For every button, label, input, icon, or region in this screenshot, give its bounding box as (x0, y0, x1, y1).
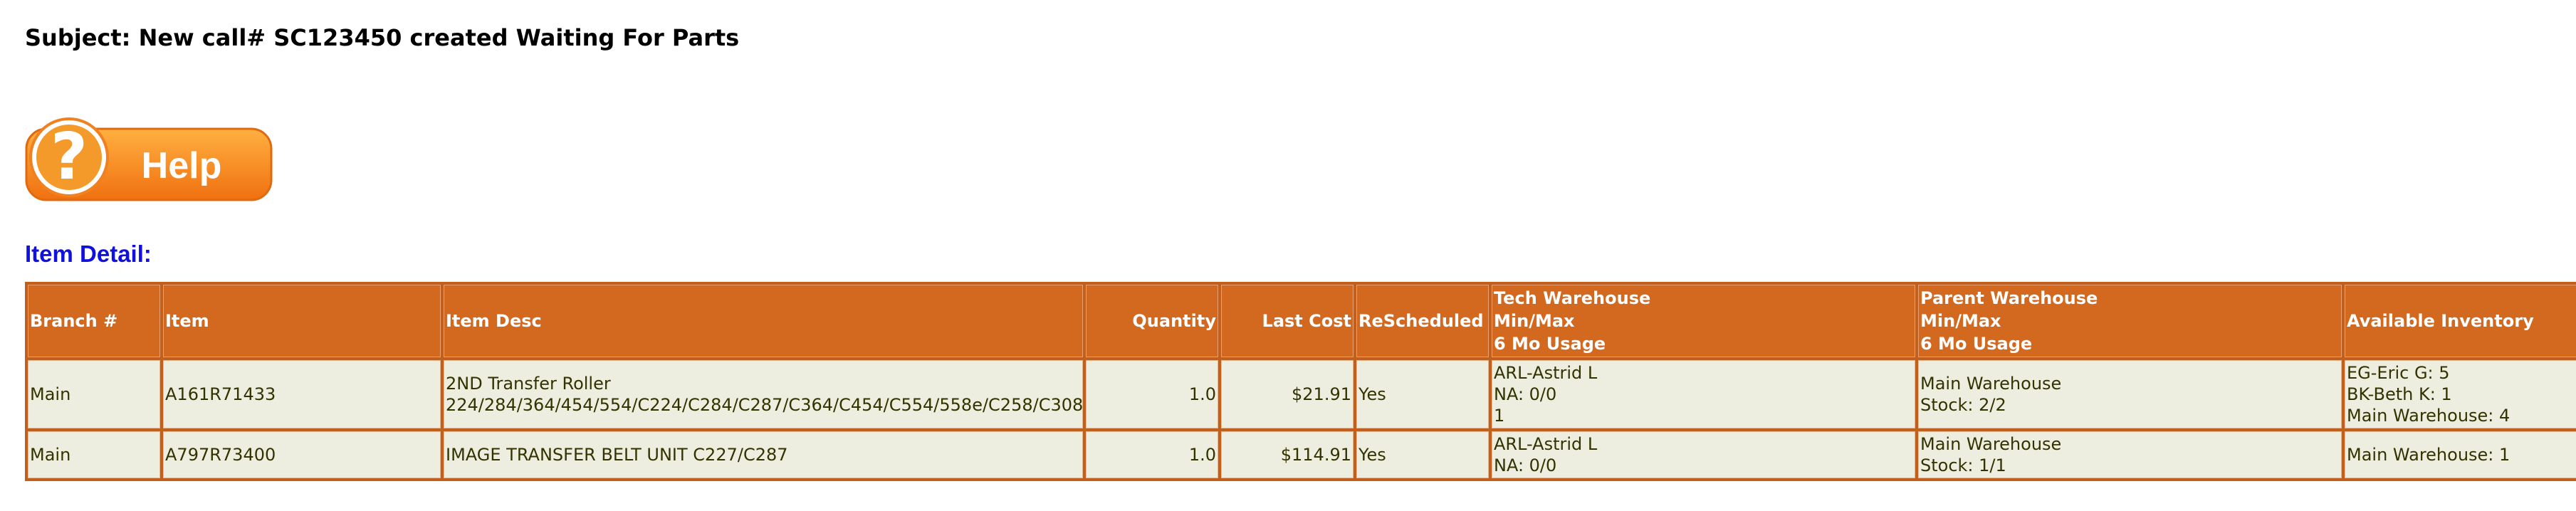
table-cell: Yes (1356, 431, 1489, 478)
cell-line: Stock: 2/2 (1920, 395, 2006, 415)
table-cell: Main (28, 431, 160, 478)
table-cell: A797R73400 (163, 431, 441, 478)
table-cell: ARL-Astrid L NA: 0/0 1 (1492, 360, 1915, 428)
column-header: ReScheduled (1356, 285, 1489, 357)
table-cell: 1.0 (1086, 431, 1218, 478)
cell-line: Main Warehouse (1920, 434, 2062, 454)
cell-line: NA: 0/0 (1494, 455, 1557, 475)
cell-line: Tech Warehouse (1494, 288, 1651, 308)
cell-line: 6 Mo Usage (1920, 334, 2033, 354)
cell-line: Yes (1358, 384, 1386, 404)
cell-line: Stock: 1/1 (1920, 455, 2006, 475)
cell-line: BK-Beth K: 1 (2347, 384, 2452, 404)
cell-line: NA: 0/0 (1494, 384, 1557, 404)
cell-line: $114.91 (1280, 445, 1351, 465)
cell-line: Min/Max (1920, 311, 2001, 331)
cell-line: ARL-Astrid L (1494, 363, 1598, 383)
cell-line: 224/284/364/454/554/C224/C284/C287/C364/… (446, 395, 1083, 415)
cell-line: $21.91 (1292, 384, 1351, 404)
cell-line: Branch # (30, 311, 118, 331)
table-cell: $21.91 (1221, 360, 1354, 428)
cell-line: A797R73400 (165, 445, 276, 465)
cell-line: 6 Mo Usage (1494, 334, 1606, 354)
cell-line: 1.0 (1188, 445, 1216, 465)
table-cell: Main Warehouse: 1 (2345, 431, 2576, 478)
table-cell: Main Warehouse Stock: 2/2 (1918, 360, 2342, 428)
column-header: Available Inventory (2345, 285, 2576, 357)
table-row: Main A797R73400 IMAGE TRANSFER BELT UNIT C… (28, 431, 2576, 478)
cell-line: EG-Eric G: 5 (2347, 363, 2450, 383)
cell-line: Main (30, 384, 71, 404)
cell-line: ReScheduled (1358, 311, 1484, 331)
cell-line: Quantity (1132, 311, 1216, 331)
table-row: Main A161R71433 2ND Transfer Roller 224/284… (28, 360, 2576, 428)
table-cell: EG-Eric G: 5 BK-Beth K: 1 Main Warehouse: … (2345, 360, 2576, 428)
header-row: Branch # Item Item Desc Quantity Last Cost Re… (28, 285, 2576, 357)
table-cell: Main (28, 360, 160, 428)
item-table: Branch # Item Item Desc Quantity Last Cost Re… (25, 282, 2576, 481)
cell-line: A161R71433 (165, 384, 276, 404)
table-cell: IMAGE TRANSFER BELT UNIT C227/C287 (444, 431, 1083, 478)
column-header: Parent Warehouse Min/Max 6 Mo Usage (1918, 285, 2342, 357)
cell-line: IMAGE TRANSFER BELT UNIT C227/C287 (446, 445, 788, 465)
cell-line: Parent Warehouse (1920, 288, 2098, 308)
column-header: Tech Warehouse Min/Max 6 Mo Usage (1492, 285, 1915, 357)
cell-line: Available Inventory (2347, 311, 2534, 331)
table-cell: Main Warehouse Stock: 1/1 (1918, 431, 2342, 478)
table-cell: A161R71433 (163, 360, 441, 428)
cell-line: Item Desc (446, 311, 542, 331)
cell-line: 1.0 (1188, 384, 1216, 404)
cell-line: ARL-Astrid L (1494, 434, 1598, 454)
cell-line: Main Warehouse: 1 (2347, 445, 2510, 465)
table-cell: Yes (1356, 360, 1489, 428)
cell-line: 1 (1494, 406, 1505, 426)
cell-line: 2ND Transfer Roller (446, 374, 611, 394)
column-header: Item Desc (444, 285, 1083, 357)
help-label[interactable]: Help (142, 145, 222, 186)
cell-line: Main Warehouse: 4 (2347, 406, 2510, 426)
column-header: Last Cost (1221, 285, 1354, 357)
help-button[interactable]: ? Help (25, 116, 274, 206)
table-cell: $114.91 (1221, 431, 1354, 478)
cell-line: Item (165, 311, 209, 331)
cell-line: Min/Max (1494, 311, 1575, 331)
email-subject: Subject: New call# SC123450 created Wait… (25, 24, 740, 51)
column-header: Quantity (1086, 285, 1218, 357)
cell-line: Main Warehouse (1920, 374, 2062, 394)
cell-line: Main (30, 445, 71, 465)
svg-text:?: ? (51, 120, 88, 194)
table-cell: 1.0 (1086, 360, 1218, 428)
column-header: Item (163, 285, 441, 357)
section-title: Item Detail: (25, 241, 152, 267)
column-header: Branch # (28, 285, 160, 357)
table-cell: 2ND Transfer Roller 224/284/364/454/554/C… (444, 360, 1083, 428)
cell-line: Last Cost (1262, 311, 1351, 331)
table-cell: ARL-Astrid L NA: 0/0 (1492, 431, 1915, 478)
cell-line: Yes (1358, 445, 1386, 465)
